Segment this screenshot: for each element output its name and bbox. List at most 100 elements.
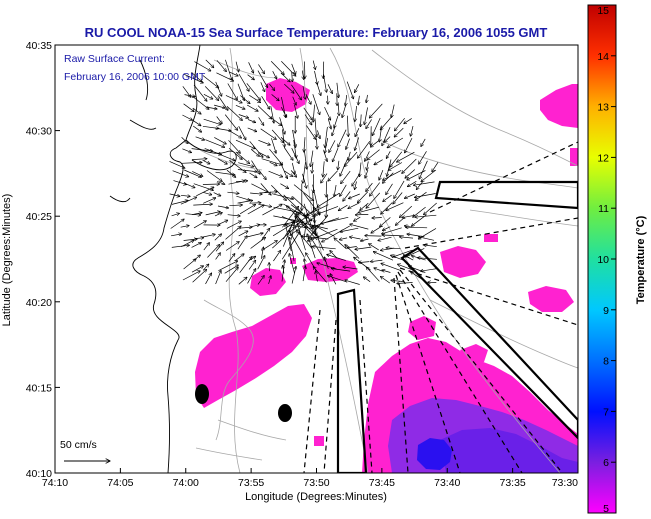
current-vector	[191, 119, 202, 125]
current-vector	[384, 136, 391, 143]
x-tick-label: 73:50	[303, 477, 329, 489]
current-vector	[372, 218, 382, 219]
current-vector	[323, 150, 328, 162]
current-vector	[302, 173, 306, 189]
current-vector	[424, 202, 437, 215]
sst-patch-mid2	[250, 268, 286, 296]
current-vector	[192, 213, 202, 215]
current-vector	[357, 191, 369, 203]
current-vector	[290, 237, 295, 262]
sst-patch-small-d	[290, 258, 296, 264]
current-vector	[282, 129, 284, 147]
current-vector	[369, 244, 379, 251]
current-vector	[420, 268, 437, 272]
current-vector	[397, 151, 415, 162]
colorbar-ticks: 5 6 7 8 9 10 11 12 13 14 15	[597, 4, 616, 515]
current-vector	[258, 117, 264, 125]
current-vector	[224, 114, 238, 131]
current-vector	[235, 254, 245, 261]
current-vector	[358, 95, 359, 105]
coastline	[109, 45, 237, 473]
current-vector	[218, 261, 237, 272]
sst-patch-coastal	[195, 304, 312, 408]
current-vector	[312, 226, 324, 251]
current-vector	[194, 238, 204, 239]
current-vector	[386, 151, 391, 158]
current-vector	[338, 204, 348, 211]
current-vector	[303, 148, 307, 169]
current-vector	[382, 270, 391, 273]
current-vector	[237, 236, 247, 250]
current-vector	[304, 114, 312, 125]
current-vector	[366, 119, 372, 128]
current-vector	[364, 107, 368, 125]
current-vector	[207, 245, 219, 258]
current-vector	[238, 162, 254, 167]
current-vector	[259, 192, 277, 193]
current-vector	[413, 181, 435, 185]
current-vector	[343, 191, 351, 202]
current-vector	[403, 255, 414, 261]
sst-patch-e4	[460, 344, 488, 364]
current-vector	[331, 269, 351, 272]
current-vector	[313, 267, 327, 283]
current-vector	[192, 125, 202, 132]
current-vector	[290, 170, 297, 177]
current-vector	[291, 266, 296, 284]
current-vector	[330, 251, 338, 259]
current-vector	[419, 160, 428, 179]
current-vector	[338, 129, 347, 147]
annotation-line-1: Raw Surface Current:	[64, 53, 165, 65]
current-vector	[291, 148, 300, 164]
current-vector	[237, 200, 253, 204]
current-vector	[272, 71, 277, 79]
current-vector	[346, 138, 350, 150]
current-vector	[341, 170, 351, 184]
current-vector	[191, 159, 207, 160]
y-axis-ticks: 40:35 40:30 40:25 40:20 40:15 40:10	[26, 40, 60, 480]
current-vector	[312, 94, 320, 115]
current-vector	[366, 182, 373, 192]
current-vector	[323, 74, 327, 92]
current-vector	[415, 214, 437, 217]
current-vector	[257, 151, 270, 158]
current-vector	[382, 226, 391, 231]
current-vector	[238, 231, 248, 237]
current-vector	[371, 126, 372, 145]
current-vector	[367, 149, 380, 160]
current-vector	[251, 183, 268, 192]
current-vector	[202, 184, 220, 185]
current-vector	[360, 202, 369, 210]
current-vector	[346, 81, 353, 99]
current-vector	[271, 129, 283, 143]
current-vector	[228, 147, 242, 159]
current-vector	[324, 257, 329, 269]
current-vector	[203, 198, 216, 204]
current-vector	[348, 151, 351, 161]
current-vector	[404, 193, 415, 198]
current-vector	[317, 130, 320, 138]
current-vector	[236, 195, 250, 200]
current-vector	[215, 270, 222, 285]
current-vector	[394, 127, 404, 137]
current-vector	[383, 194, 392, 202]
current-vector	[238, 126, 246, 140]
current-vector	[247, 127, 257, 132]
current-vector	[342, 105, 346, 118]
current-vector	[191, 72, 202, 82]
current-vector	[235, 104, 245, 109]
current-vector	[250, 193, 262, 194]
current-vector	[181, 162, 202, 163]
current-vector	[204, 86, 219, 100]
current-vector	[229, 205, 242, 206]
current-vector	[214, 213, 222, 217]
current-vector	[249, 203, 261, 204]
current-vector	[258, 139, 270, 145]
current-vector	[183, 239, 198, 241]
current-vector	[302, 70, 304, 80]
current-vector	[268, 170, 283, 177]
sst-patch-small-c	[314, 436, 324, 446]
current-vector	[235, 61, 239, 72]
current-vector	[284, 170, 293, 177]
